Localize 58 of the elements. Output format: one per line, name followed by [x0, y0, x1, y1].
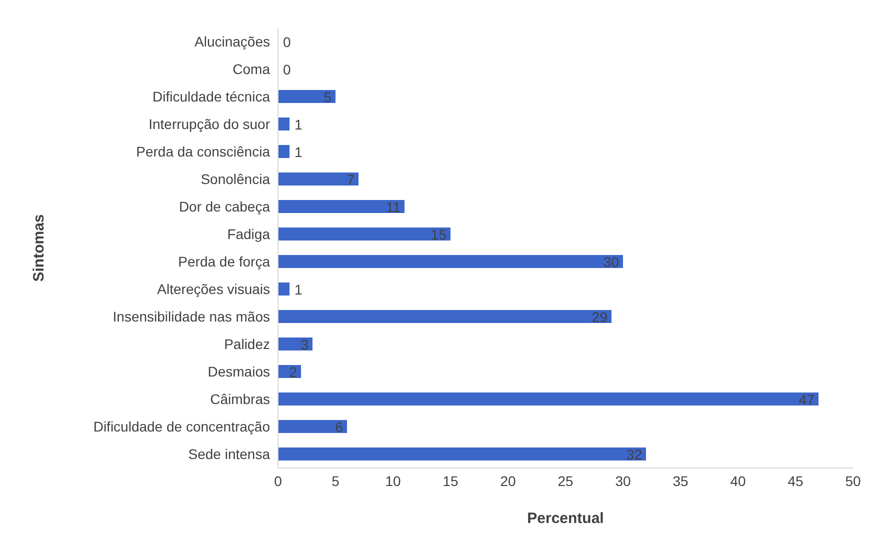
- x-tick-label: 40: [730, 472, 746, 489]
- bar: [278, 392, 818, 406]
- data-label: 7: [346, 171, 355, 188]
- data-label: 0: [283, 61, 291, 78]
- y-tick-label: Alucinações: [194, 34, 270, 50]
- bar: [278, 118, 290, 130]
- y-tick-label: Insensibilidade nas mãos: [112, 308, 270, 325]
- data-label: 1: [294, 116, 302, 132]
- y-tick-label: Sede intensa: [188, 446, 270, 462]
- y-axis-title: Sintomas: [30, 214, 48, 282]
- x-tick-label: 15: [442, 472, 458, 489]
- x-tick-label: 20: [500, 472, 516, 489]
- bar: [278, 310, 612, 323]
- bar: [278, 338, 312, 350]
- y-tick-label: Dor de cabeça: [178, 198, 270, 215]
- data-label: 32: [626, 446, 642, 462]
- bar: [278, 282, 290, 296]
- x-tick-label: 0: [274, 472, 282, 489]
- y-tick-label: Desmaios: [208, 364, 270, 380]
- y-tick-label: Sonolência: [200, 171, 270, 188]
- bar: [278, 145, 290, 158]
- data-label: 11: [386, 198, 401, 215]
- y-tick-label: Fadiga: [227, 226, 270, 242]
- data-label: 3: [300, 336, 309, 352]
- y-tick-label: Perda da consciência: [136, 144, 270, 160]
- data-label: 0: [283, 34, 291, 50]
- data-label: 1: [294, 281, 302, 298]
- y-tick-label: Dificuldade de concentração: [93, 418, 270, 435]
- data-label: 30: [603, 254, 620, 270]
- data-label: 6: [335, 418, 344, 435]
- data-label: 2: [289, 364, 298, 380]
- bar: [278, 255, 623, 268]
- x-tick-label: 50: [845, 472, 861, 489]
- y-tick-label: Interrupção do suor: [148, 116, 270, 132]
- bar: [278, 172, 358, 186]
- data-label: 1: [294, 144, 302, 160]
- x-tick-label: 35: [672, 472, 688, 489]
- x-tick-label: 10: [385, 472, 401, 489]
- y-tick-label: Altereções visuais: [157, 281, 270, 298]
- bar: [278, 90, 336, 103]
- y-tick-label: Palidez: [224, 336, 270, 352]
- y-tick-label: Perda de força: [178, 254, 270, 270]
- x-tick-label: 30: [615, 472, 631, 489]
- bar: [278, 448, 646, 460]
- data-label: 47: [798, 391, 815, 408]
- bar: [278, 200, 404, 213]
- x-axis-title: Percentual: [527, 510, 604, 527]
- y-tick-label: Dificuldade técnica: [152, 88, 270, 105]
- y-tick-label: Coma: [232, 61, 270, 78]
- bar: [278, 420, 347, 433]
- y-tick-label: Câimbras: [210, 391, 270, 408]
- x-tick-label: 5: [332, 472, 340, 489]
- data-label: 15: [430, 226, 447, 242]
- x-tick-label: 45: [788, 472, 804, 489]
- data-label: 29: [592, 308, 608, 325]
- data-label: 5: [324, 88, 332, 105]
- bar: [278, 228, 450, 240]
- x-tick-label: 25: [558, 472, 574, 489]
